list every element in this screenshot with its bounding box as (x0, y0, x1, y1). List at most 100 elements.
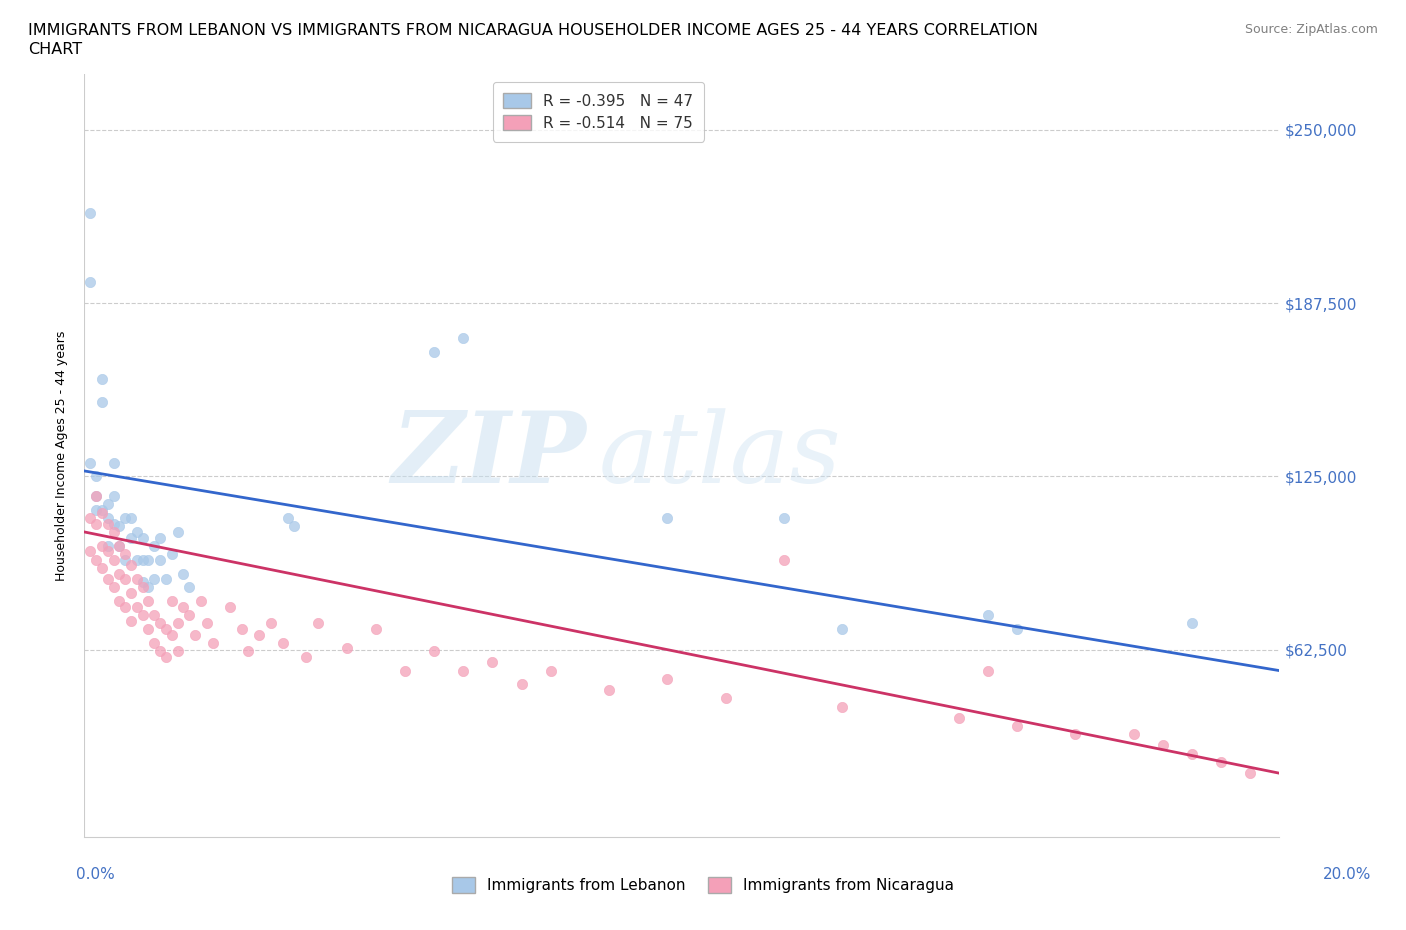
Point (90, 502, 112, 517)
Point (138, 552, 160, 567)
Point (277, 511, 299, 525)
Point (79, 275, 101, 290)
Point (977, 607, 1000, 622)
Point (103, 488, 125, 503)
Point (131, 530, 153, 545)
Point (1005, 719, 1028, 734)
Text: atlas: atlas (599, 408, 841, 503)
Point (108, 566, 131, 581)
Point (120, 558, 142, 573)
Point (364, 621, 387, 636)
Point (1122, 727, 1144, 742)
Point (90, 538, 112, 553)
Point (453, 663, 475, 678)
Text: 0.0%: 0.0% (76, 867, 115, 882)
Point (108, 538, 131, 553)
Point (120, 586, 142, 601)
Point (125, 525, 148, 539)
Point (481, 655, 503, 670)
Point (97, 572, 120, 587)
Point (1181, 747, 1204, 762)
Point (201, 635, 224, 650)
Point (131, 580, 153, 595)
Point (714, 691, 737, 706)
Y-axis label: Householder Income Ages 25 - 44 years: Householder Income Ages 25 - 44 years (55, 330, 69, 581)
Point (114, 552, 136, 567)
Point (90, 561, 112, 576)
Point (236, 644, 259, 658)
Point (1181, 616, 1204, 631)
Point (307, 616, 329, 631)
Legend: R = -0.395   N = 47, R = -0.514   N = 75: R = -0.395 N = 47, R = -0.514 N = 75 (492, 82, 704, 141)
Point (1005, 621, 1028, 636)
Text: 20.0%: 20.0% (1323, 867, 1371, 882)
Point (271, 635, 294, 650)
Point (336, 641, 359, 656)
Point (97, 516, 120, 531)
Point (149, 552, 172, 567)
Point (143, 607, 166, 622)
Point (97, 538, 120, 553)
Point (103, 516, 125, 531)
Point (114, 511, 136, 525)
Point (97, 497, 120, 512)
Point (97, 544, 120, 559)
Point (120, 613, 142, 628)
Point (423, 644, 446, 658)
Point (160, 627, 183, 642)
Point (138, 594, 160, 609)
Point (90, 394, 112, 409)
Point (190, 594, 212, 609)
Point (155, 649, 177, 664)
Point (195, 616, 218, 631)
Point (114, 572, 136, 587)
Point (657, 671, 679, 686)
Point (540, 663, 562, 678)
Point (131, 607, 153, 622)
Point (79, 455, 101, 470)
Point (103, 552, 125, 567)
Point (295, 649, 318, 664)
Point (138, 621, 160, 636)
Point (394, 663, 416, 678)
Point (160, 594, 183, 609)
Point (179, 607, 201, 622)
Point (103, 580, 125, 595)
Point (149, 530, 172, 545)
Point (1239, 765, 1261, 780)
Point (1064, 727, 1087, 742)
Point (172, 566, 194, 581)
Point (231, 621, 253, 636)
Point (1152, 738, 1174, 753)
Point (103, 525, 125, 539)
Point (84, 488, 107, 503)
Point (125, 552, 148, 567)
Point (423, 344, 446, 359)
Point (79, 206, 101, 220)
Point (84, 469, 107, 484)
Point (160, 547, 183, 562)
Point (283, 519, 305, 534)
Point (103, 455, 125, 470)
Point (84, 488, 107, 503)
Point (247, 627, 270, 642)
Point (84, 516, 107, 531)
Point (114, 547, 136, 562)
Point (84, 502, 107, 517)
Point (90, 505, 112, 520)
Point (125, 572, 148, 587)
Text: ZIP: ZIP (391, 407, 586, 504)
Point (166, 616, 188, 631)
Point (120, 511, 142, 525)
Point (90, 372, 112, 387)
Point (948, 711, 970, 725)
Point (184, 627, 207, 642)
Point (831, 699, 853, 714)
Point (453, 330, 475, 345)
Point (114, 600, 136, 615)
Text: CHART: CHART (28, 42, 82, 57)
Point (773, 511, 796, 525)
Point (108, 519, 131, 534)
Point (510, 677, 533, 692)
Point (155, 572, 177, 587)
